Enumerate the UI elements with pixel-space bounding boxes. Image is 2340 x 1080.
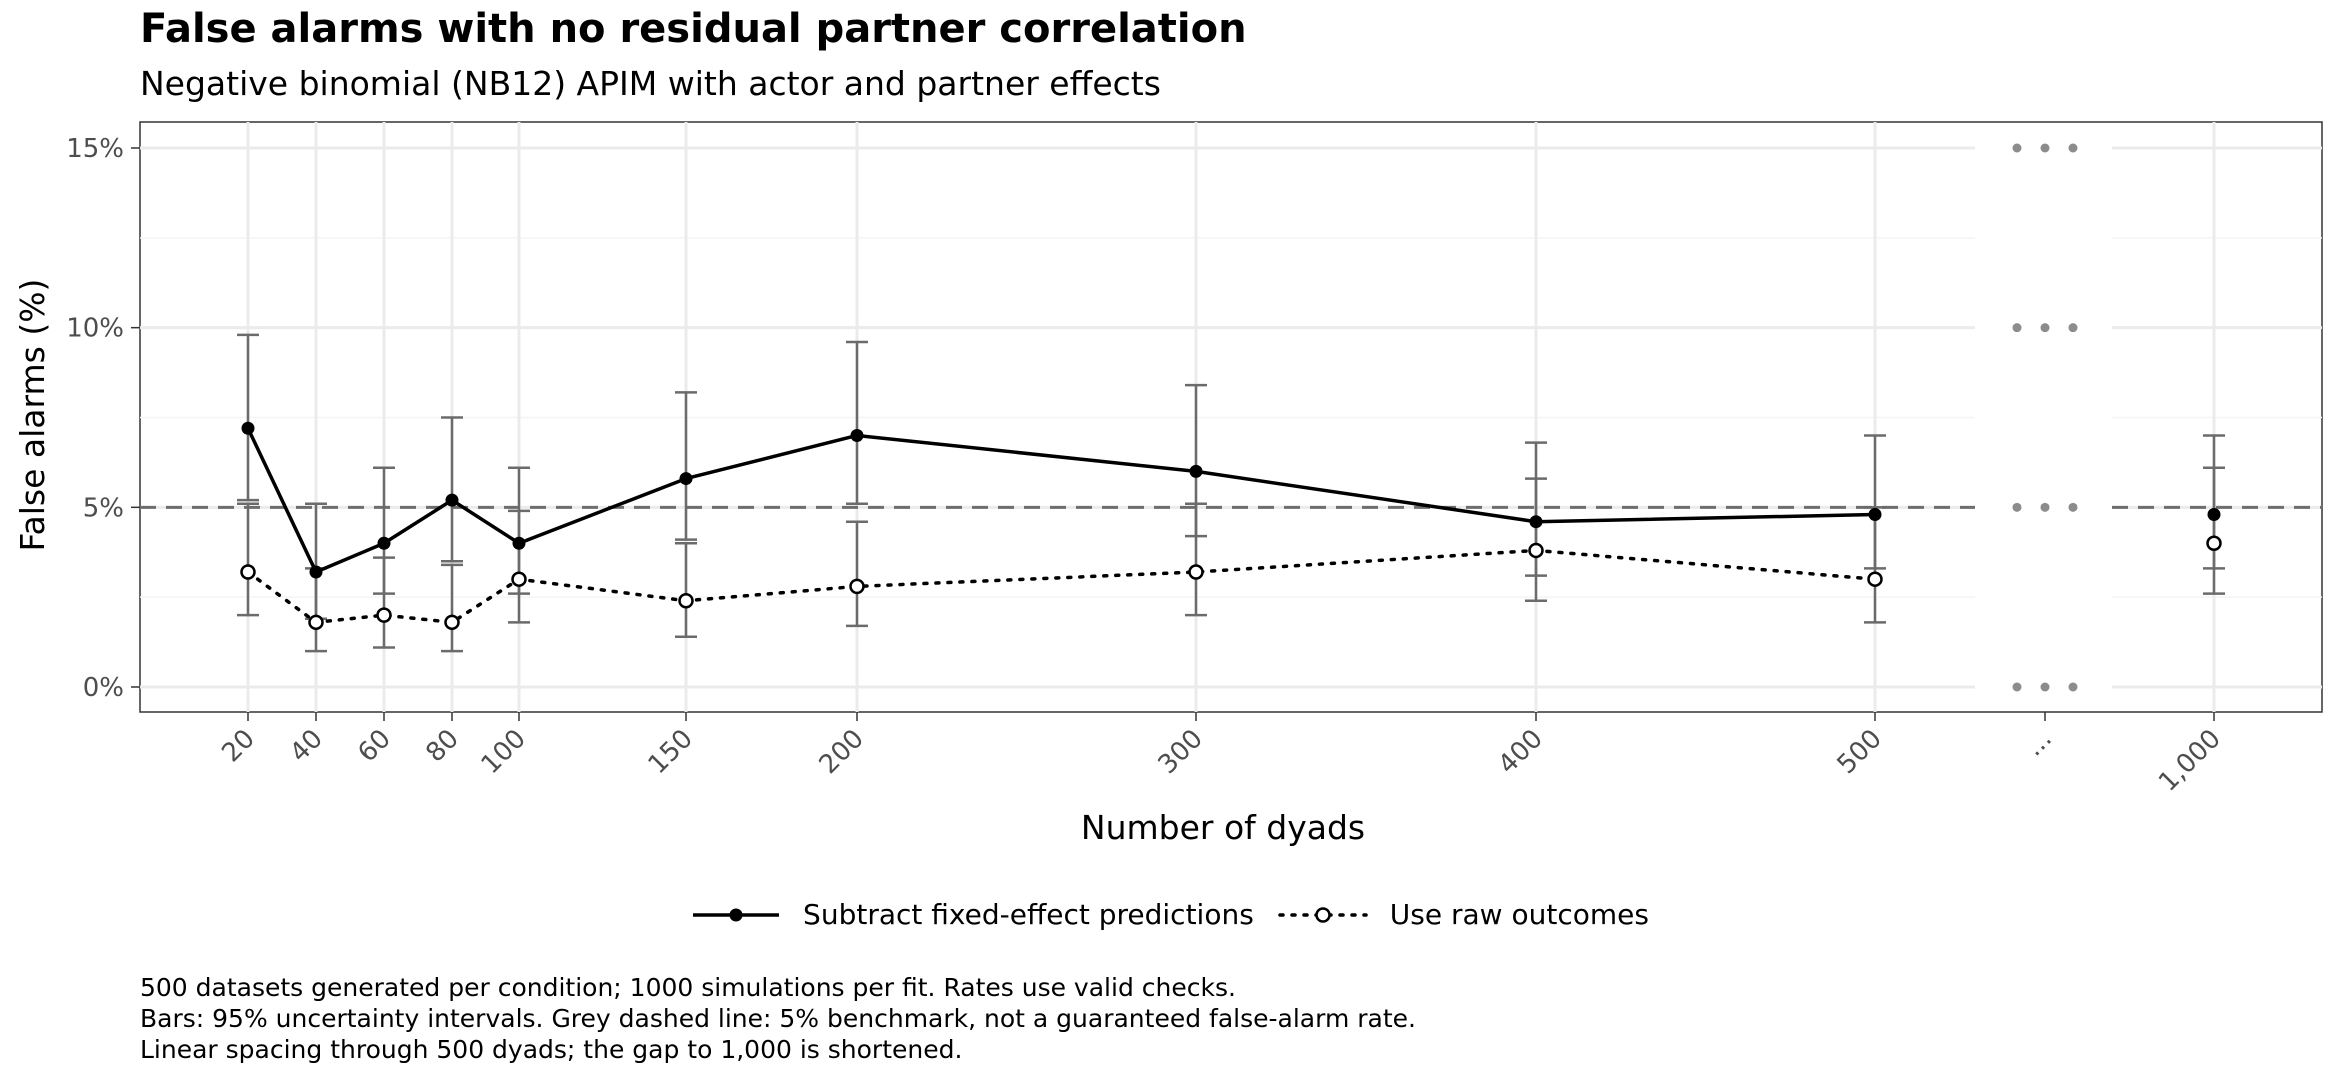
caption: 500 datasets generated per condition; 10…	[140, 972, 1416, 1065]
data-point-s0-7	[1189, 464, 1203, 478]
x-tick-label: 60	[352, 724, 397, 769]
data-point-s0-0	[241, 421, 255, 435]
x-axis-title: Number of dyads	[1081, 808, 1365, 847]
data-point-s0-2	[377, 536, 391, 550]
false-alarm-chart: 0% 5% 10% 15% 20 40 60 80 100 150 200 300 400 500... 1…	[13, 121, 2323, 847]
gap-dot-0-0	[2012, 682, 2022, 692]
x-tick-label: 150	[643, 724, 699, 780]
y-tick-label: 5%	[83, 493, 124, 523]
data-point-s0-10	[2207, 508, 2221, 522]
data-point-s1-3	[444, 614, 460, 631]
gap-dot-0-2	[2068, 682, 2078, 692]
data-point-s0-6	[850, 428, 864, 442]
gap-dot-5-1	[2040, 502, 2050, 512]
y-tick-label: 10%	[66, 314, 124, 344]
legend-item-subtract: Subtract fixed-effect predictions	[691, 898, 1254, 931]
gap-dot-10-0	[2012, 323, 2022, 333]
x-tick-label: 1,000	[2153, 724, 2227, 798]
chart-subtitle: Negative binomial (NB12) APIM with actor…	[140, 64, 1161, 103]
data-point-s1-2	[376, 607, 392, 623]
x-tick-label: ...	[2019, 724, 2058, 763]
gap-dot-0-1	[2040, 682, 2050, 692]
x-tick-label: 300	[1153, 724, 1209, 780]
data-point-s0-8	[1529, 515, 1543, 529]
series-line-0	[246, 427, 1876, 574]
gap-dot-15-0	[2012, 143, 2022, 153]
data-point-s1-6	[849, 578, 865, 595]
caption-line-1: 500 datasets generated per condition; 10…	[140, 973, 1236, 1002]
legend-key-dotted-icon	[1278, 906, 1368, 923]
data-point-s1-5	[678, 593, 694, 609]
legend-label-raw: Use raw outcomes	[1389, 898, 1649, 931]
data-point-s1-7	[1188, 564, 1204, 580]
legend: Subtract fixed-effect predictions Use ra…	[0, 898, 2340, 931]
data-point-s0-4	[512, 536, 526, 550]
x-tick-label: 400	[1493, 724, 1549, 780]
x-tick-label: 100	[476, 724, 532, 780]
x-tick-label: 20	[216, 724, 261, 769]
caption-line-2: Bars: 95% uncertainty intervals. Grey da…	[140, 1004, 1416, 1033]
caption-line-3: Linear spacing through 500 dyads; the ga…	[140, 1035, 963, 1064]
data-point-s1-4	[511, 571, 527, 587]
data-point-s1-10	[2206, 535, 2222, 552]
y-tick-label: 15%	[66, 134, 124, 164]
gap-dot-15-2	[2068, 143, 2078, 153]
data-point-s1-8	[1528, 542, 1544, 559]
data-point-s1-1	[308, 614, 324, 631]
gap-dot-15-1	[2040, 143, 2050, 153]
gap-dot-10-2	[2068, 323, 2078, 333]
data-point-s0-3	[445, 493, 459, 507]
x-tick-label: 80	[420, 724, 465, 769]
x-tick-label: 200	[814, 724, 870, 780]
legend-label-subtract: Subtract fixed-effect predictions	[803, 898, 1254, 931]
legend-key-solid-icon	[693, 908, 780, 921]
chart-title: False alarms with no residual partner co…	[140, 6, 1247, 52]
data-point-s0-9	[1868, 508, 1882, 522]
data-point-s1-9	[1867, 571, 1883, 587]
legend-item-raw: Use raw outcomes	[1278, 898, 1649, 931]
data-point-s0-1	[309, 565, 323, 579]
gap-dot-5-0	[2012, 502, 2022, 512]
y-tick-label: 0%	[83, 673, 124, 703]
gap-dot-5-2	[2068, 502, 2078, 512]
y-axis-title: False alarms (%)	[13, 279, 52, 552]
data-point-s1-0	[240, 564, 256, 580]
x-tick-label: 40	[284, 724, 329, 769]
data-point-s0-5	[679, 472, 693, 486]
series-line-1	[246, 548, 1877, 625]
gap-dot-10-1	[2040, 323, 2050, 333]
x-tick-label: 500	[1832, 724, 1888, 780]
